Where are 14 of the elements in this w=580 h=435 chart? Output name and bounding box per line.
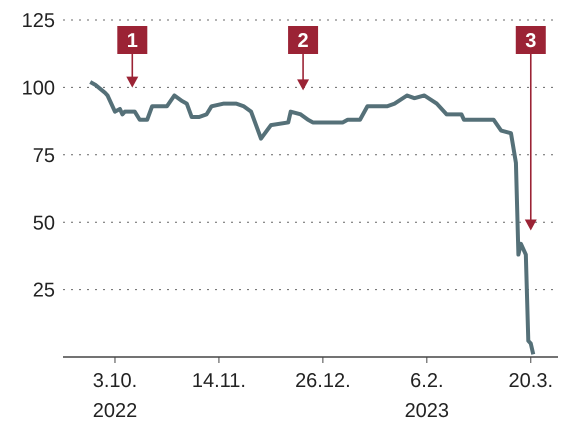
x-tick-label: 6.2. 2023: [404, 370, 450, 422]
y-tick-label: 100: [22, 78, 55, 100]
y-tick-label: 125: [22, 10, 55, 32]
x-tick-label: 14.11.: [192, 370, 246, 392]
ref-line-label: 1: [126, 30, 138, 52]
ref-line-label: 3: [525, 30, 536, 52]
x-tick-label: 26.12.: [295, 370, 351, 392]
x-tick-label: 20.3.: [508, 370, 554, 392]
y-tick-label: 50: [32, 212, 55, 234]
y-tick-label: 25: [32, 280, 55, 302]
y-tick-label: 75: [32, 144, 55, 167]
line-series: [88, 80, 536, 356]
ref-line-label: 2: [298, 30, 309, 52]
x-tick-label: 3.10. 2022: [92, 370, 138, 422]
